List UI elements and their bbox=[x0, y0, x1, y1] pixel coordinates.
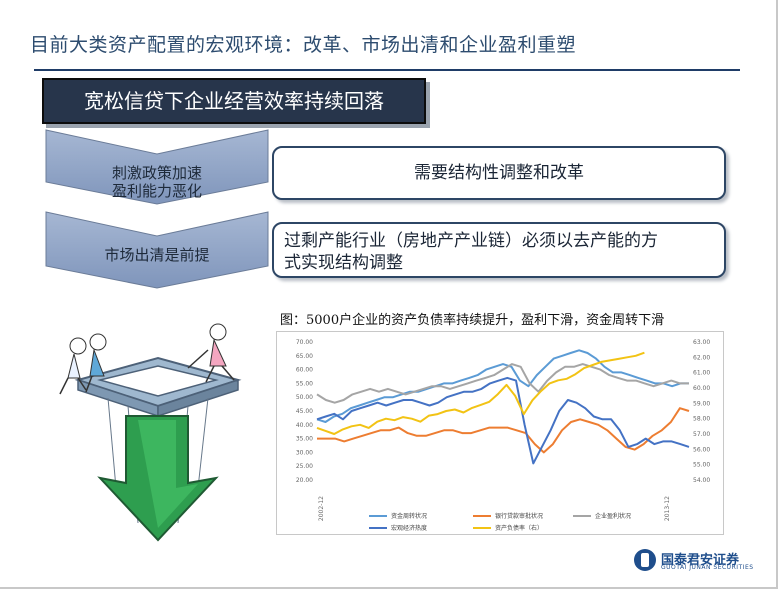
chevron-stimulus: 刺激政策加速 盈利能力恶化 bbox=[44, 128, 270, 206]
pill-text-line2: 式实现结构调整 bbox=[284, 253, 403, 273]
company-logo: 国泰君安证券 GUOTAI JUNAN SECURITIES bbox=[634, 549, 766, 571]
y-left-tick-label: 55.00 bbox=[296, 380, 313, 387]
illustration bbox=[38, 318, 268, 548]
series-line bbox=[316, 363, 689, 404]
logo-mark-icon bbox=[634, 549, 656, 571]
pill-structural-reform: 需要结构性调整和改革 bbox=[272, 146, 726, 200]
y-left-tick-label: 40.00 bbox=[296, 422, 313, 429]
x-tick-label: 2002-12 bbox=[318, 496, 325, 521]
chart-caption: 图：5000户企业的资产负债率持续提升，盈利下滑，资金周转下滑 bbox=[280, 313, 665, 328]
y-left-tick-label: 20.00 bbox=[296, 477, 313, 484]
y-left-tick-label: 65.00 bbox=[296, 353, 313, 360]
chevron-label-line2: 盈利能力恶化 bbox=[111, 182, 202, 200]
legend-label: 资产负债率（右） bbox=[495, 524, 543, 532]
y-right-tick-label: 62.00 bbox=[693, 354, 710, 361]
y-right-tick-label: 61.00 bbox=[693, 370, 710, 377]
title-divider bbox=[34, 69, 740, 71]
series-line bbox=[316, 349, 689, 423]
legend-label: 宏观经济热度 bbox=[391, 524, 427, 532]
y-right-tick-label: 63.00 bbox=[693, 339, 710, 346]
y-left-tick-label: 25.00 bbox=[296, 463, 313, 470]
legend-label: 资金周转状况 bbox=[391, 512, 427, 520]
y-right-tick-label: 54.00 bbox=[693, 477, 710, 484]
y-left-tick-label: 45.00 bbox=[296, 408, 313, 415]
chevron-shape bbox=[45, 129, 269, 205]
legend-label: 企业盈利状况 bbox=[595, 512, 631, 520]
chevron-shape bbox=[45, 211, 269, 289]
legend-label: 银行贷款审批状况 bbox=[495, 512, 543, 520]
y-left-tick-label: 30.00 bbox=[296, 449, 313, 456]
y-right-tick-label: 58.00 bbox=[693, 416, 710, 423]
x-tick-label: 2013-12 bbox=[664, 496, 671, 521]
chevron-label-line1: 市场出清是前提 bbox=[104, 246, 210, 264]
y-right-tick-label: 57.00 bbox=[693, 431, 710, 438]
y-left-tick-label: 70.00 bbox=[296, 339, 313, 346]
cube-arrow-illustration bbox=[59, 323, 242, 542]
headline-box: 宽松信贷下企业经营效率持续回落 bbox=[42, 78, 426, 124]
series-line bbox=[317, 407, 690, 454]
chevron-market-clearing: 市场出清是前提 bbox=[44, 210, 270, 290]
slide-title: 目前大类资产配置的宏观环境：改革、市场出清和企业盈利重塑 bbox=[30, 34, 577, 56]
line-chart: 20.00 25.00 30.00 35.00 40.00 45.00 50.00 55.00… bbox=[296, 339, 711, 532]
pill-text-line1: 过剩产能行业（房地产产业链）必须以去产能的方 bbox=[284, 231, 658, 251]
y-left-tick-label: 35.00 bbox=[296, 436, 313, 443]
headline-text: 宽松信贷下企业经营效率持续回落 bbox=[84, 89, 384, 113]
y-right-tick-label: 56.00 bbox=[693, 446, 710, 453]
series-line bbox=[316, 376, 690, 465]
chart-frame: 20.00 25.00 30.00 35.00 40.00 45.00 50.00 55.00… bbox=[276, 331, 724, 535]
pill-overcapacity: 过剩产能行业（房地产产业链）必须以去产能的方 式实现结构调整 bbox=[272, 222, 726, 278]
y-right-tick-label: 55.00 bbox=[693, 462, 710, 469]
chevron-label-line1: 刺激政策加速 bbox=[111, 164, 202, 182]
y-left-tick-label: 50.00 bbox=[296, 394, 313, 401]
logo-text-cn: 国泰君安证券 bbox=[661, 553, 740, 568]
y-left-tick-label: 60.00 bbox=[296, 367, 313, 374]
pill-text: 需要结构性调整和改革 bbox=[414, 163, 584, 183]
y-right-tick-label: 59.00 bbox=[693, 400, 710, 407]
logo-text-en: GUOTAI JUNAN SECURITIES bbox=[661, 564, 754, 571]
series-line bbox=[316, 351, 645, 435]
y-right-tick-label: 60.00 bbox=[693, 385, 710, 392]
